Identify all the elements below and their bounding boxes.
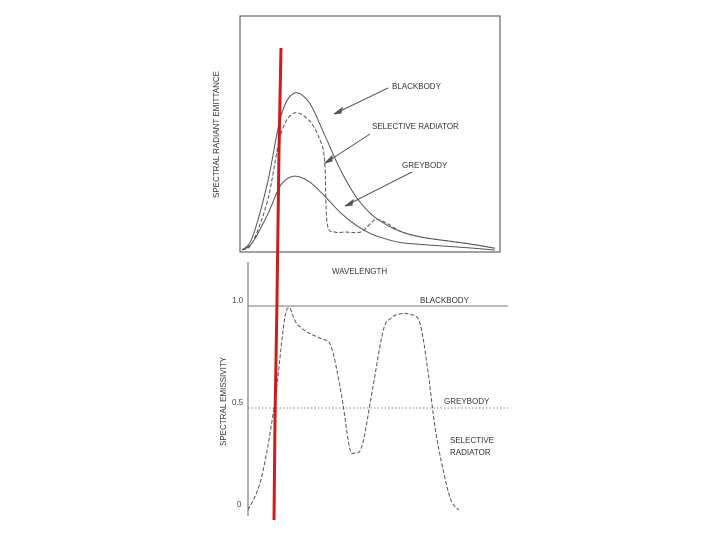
arrow-blackbody-head bbox=[333, 106, 343, 115]
label-selective-line2: RADIATOR bbox=[450, 448, 491, 457]
annotation-arrows bbox=[323, 87, 413, 207]
arrow-blackbody bbox=[335, 87, 389, 114]
arrow-selective-radiator bbox=[326, 133, 371, 163]
ytick-1-0: 1.0 bbox=[232, 296, 244, 305]
top-chart-frame bbox=[239, 15, 501, 253]
arrow-greybody-head bbox=[344, 198, 354, 207]
label-blackbody-emissivity: BLACKBODY bbox=[420, 296, 470, 305]
label-greybody: GREYBODY bbox=[402, 161, 448, 170]
label-greybody-emissivity: GREYBODY bbox=[444, 397, 490, 406]
top-chart: SPECTRAL RADIANT EMITTANCE WAVELENGTH BL… bbox=[212, 15, 501, 276]
bottom-chart: SPECTRAL EMISSIVITY 1.0 0.5 0 BLACKBODY … bbox=[219, 262, 508, 516]
top-chart-xlabel: WAVELENGTH bbox=[332, 267, 387, 276]
label-blackbody: BLACKBODY bbox=[392, 82, 442, 91]
series-greybody bbox=[241, 175, 495, 251]
series-selective-radiator-emissivity bbox=[247, 307, 459, 511]
bottom-chart-ylabel: SPECTRAL EMISSIVITY bbox=[219, 356, 228, 446]
label-selective-line1: SELECTIVE bbox=[450, 436, 494, 445]
ytick-0-5: 0.5 bbox=[232, 398, 244, 407]
label-selective-radiator: SELECTIVE RADIATOR bbox=[372, 122, 459, 131]
red-marker-line bbox=[272, 47, 283, 521]
ytick-0: 0 bbox=[237, 500, 242, 509]
arrow-greybody bbox=[346, 171, 413, 206]
arrow-selective-radiator-head bbox=[323, 154, 333, 165]
top-chart-ylabel: SPECTRAL RADIANT EMITTANCE bbox=[212, 71, 221, 198]
